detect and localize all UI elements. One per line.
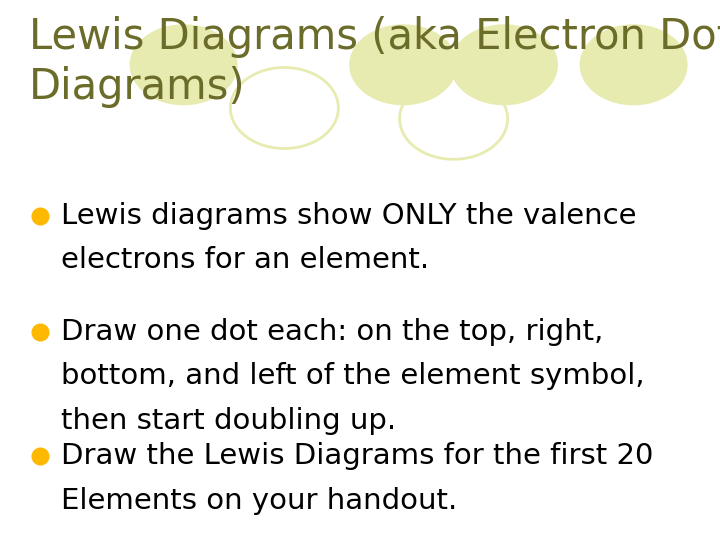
Text: Lewis Diagrams (aka Electron Dot
Diagrams): Lewis Diagrams (aka Electron Dot Diagram…	[29, 16, 720, 109]
Text: Elements on your handout.: Elements on your handout.	[61, 487, 457, 515]
Text: bottom, and left of the element symbol,: bottom, and left of the element symbol,	[61, 362, 645, 390]
Circle shape	[580, 24, 688, 105]
Circle shape	[450, 24, 558, 105]
Text: Draw the Lewis Diagrams for the first 20: Draw the Lewis Diagrams for the first 20	[61, 442, 654, 470]
Circle shape	[349, 24, 457, 105]
Text: Draw one dot each: on the top, right,: Draw one dot each: on the top, right,	[61, 318, 603, 346]
Text: then start doubling up.: then start doubling up.	[61, 407, 396, 435]
Circle shape	[130, 24, 238, 105]
Text: electrons for an element.: electrons for an element.	[61, 246, 429, 274]
Text: Lewis diagrams show ONLY the valence: Lewis diagrams show ONLY the valence	[61, 202, 636, 230]
